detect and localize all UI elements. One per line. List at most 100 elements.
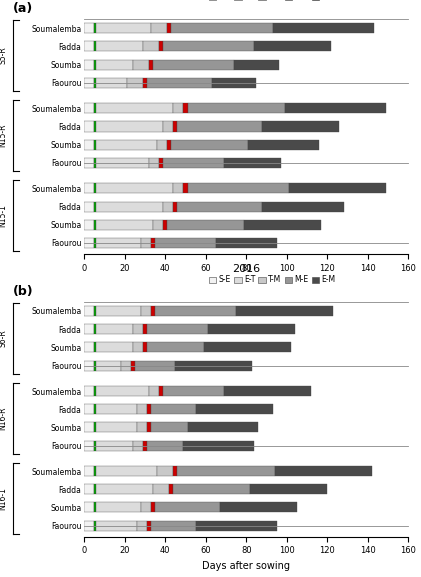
Bar: [151, 422, 187, 432]
Bar: [127, 78, 143, 88]
Bar: [151, 238, 155, 248]
Bar: [96, 484, 153, 494]
Bar: [94, 122, 96, 132]
Bar: [96, 140, 157, 149]
Bar: [184, 103, 187, 113]
Bar: [96, 238, 141, 248]
Bar: [135, 361, 176, 370]
Text: S5-R: S5-R: [0, 47, 8, 65]
Bar: [151, 404, 196, 414]
Bar: [94, 422, 96, 432]
Bar: [131, 361, 135, 370]
Bar: [94, 103, 96, 113]
Bar: [96, 520, 137, 531]
Bar: [149, 386, 159, 396]
Bar: [147, 422, 151, 432]
Bar: [285, 103, 386, 113]
Bar: [84, 342, 94, 353]
Bar: [151, 23, 167, 33]
Bar: [94, 306, 96, 316]
Bar: [96, 183, 173, 193]
Bar: [94, 140, 96, 149]
Bar: [173, 466, 177, 476]
Bar: [84, 122, 94, 132]
Bar: [84, 220, 94, 230]
Bar: [196, 520, 277, 531]
Bar: [147, 441, 184, 451]
Bar: [184, 183, 187, 193]
Bar: [133, 324, 143, 334]
Bar: [96, 466, 157, 476]
Bar: [157, 140, 167, 149]
Bar: [151, 306, 155, 316]
Bar: [137, 520, 147, 531]
Bar: [94, 386, 96, 396]
Bar: [141, 238, 151, 248]
Bar: [177, 122, 263, 132]
Bar: [84, 238, 94, 248]
Bar: [94, 238, 96, 248]
Bar: [273, 23, 374, 33]
Bar: [184, 441, 254, 451]
Bar: [204, 342, 291, 353]
Bar: [84, 42, 94, 51]
Bar: [94, 23, 96, 33]
Bar: [96, 342, 133, 353]
Bar: [143, 78, 147, 88]
Bar: [84, 422, 94, 432]
Bar: [177, 201, 263, 212]
Bar: [147, 404, 151, 414]
Bar: [176, 361, 252, 370]
Bar: [224, 158, 281, 168]
Bar: [141, 306, 151, 316]
Bar: [187, 103, 285, 113]
Bar: [84, 201, 94, 212]
Bar: [167, 140, 171, 149]
Bar: [96, 386, 149, 396]
Bar: [187, 422, 258, 432]
Bar: [84, 361, 94, 370]
Bar: [163, 158, 224, 168]
Bar: [141, 503, 151, 512]
Bar: [94, 324, 96, 334]
Bar: [94, 484, 96, 494]
Bar: [84, 520, 94, 531]
Bar: [143, 42, 159, 51]
Text: N15-1: N15-1: [0, 204, 8, 227]
Bar: [173, 183, 184, 193]
Text: S6-R: S6-R: [0, 329, 8, 347]
Bar: [254, 42, 331, 51]
Bar: [96, 23, 151, 33]
Bar: [155, 306, 236, 316]
Bar: [133, 59, 149, 70]
Bar: [137, 404, 147, 414]
Bar: [216, 238, 277, 248]
Bar: [153, 220, 163, 230]
Bar: [96, 122, 163, 132]
Bar: [84, 78, 94, 88]
Bar: [94, 59, 96, 70]
Bar: [177, 466, 274, 476]
Bar: [147, 520, 151, 531]
Bar: [96, 503, 141, 512]
Bar: [212, 78, 256, 88]
Bar: [220, 503, 297, 512]
Bar: [196, 404, 273, 414]
Bar: [155, 238, 216, 248]
Bar: [84, 466, 94, 476]
Text: N15-R: N15-R: [0, 124, 8, 147]
Bar: [94, 404, 96, 414]
Bar: [173, 484, 250, 494]
Bar: [263, 201, 344, 212]
Bar: [155, 503, 220, 512]
Bar: [173, 122, 177, 132]
Bar: [84, 404, 94, 414]
Bar: [84, 183, 94, 193]
Text: (a): (a): [13, 2, 33, 15]
Bar: [84, 441, 94, 451]
Bar: [94, 466, 96, 476]
Bar: [248, 140, 319, 149]
Bar: [143, 441, 147, 451]
Bar: [84, 23, 94, 33]
Bar: [234, 59, 279, 70]
